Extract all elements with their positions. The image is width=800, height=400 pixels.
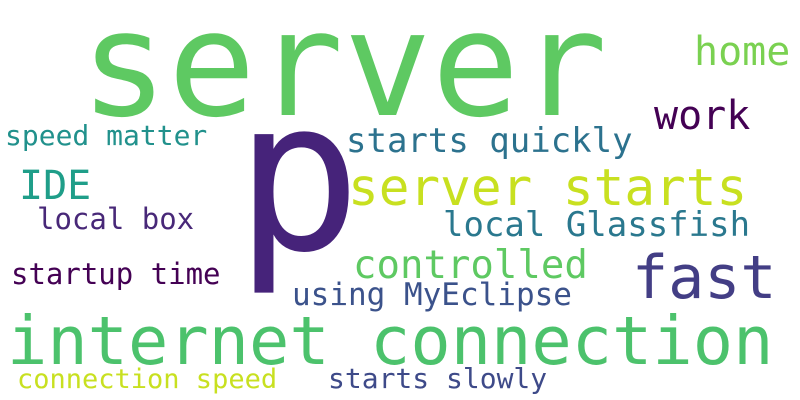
word-work: work: [654, 93, 751, 139]
word-starts-quickly: starts quickly: [346, 121, 633, 161]
word-connection-speed: connection speed: [17, 364, 278, 395]
word-server-starts: server starts: [348, 159, 748, 218]
word-internet-connection: internet connection: [7, 302, 774, 380]
word-startup-time: startup time: [11, 257, 221, 291]
word-ide: IDE: [19, 163, 92, 209]
word-starts-slowly: starts slowly: [328, 362, 548, 395]
word-speed-matter: speed matter: [5, 119, 208, 152]
word-home: home: [694, 29, 791, 75]
word-controlled: controlled: [353, 243, 588, 288]
word-p: p: [235, 54, 362, 299]
word-local-box: local box: [37, 202, 195, 236]
word-local-glassfish: local Glassfish: [443, 205, 751, 245]
word-fast: fast: [632, 243, 777, 313]
word-using-myeclipse: using MyEclipse: [292, 277, 572, 313]
word-server: server: [80, 0, 608, 150]
